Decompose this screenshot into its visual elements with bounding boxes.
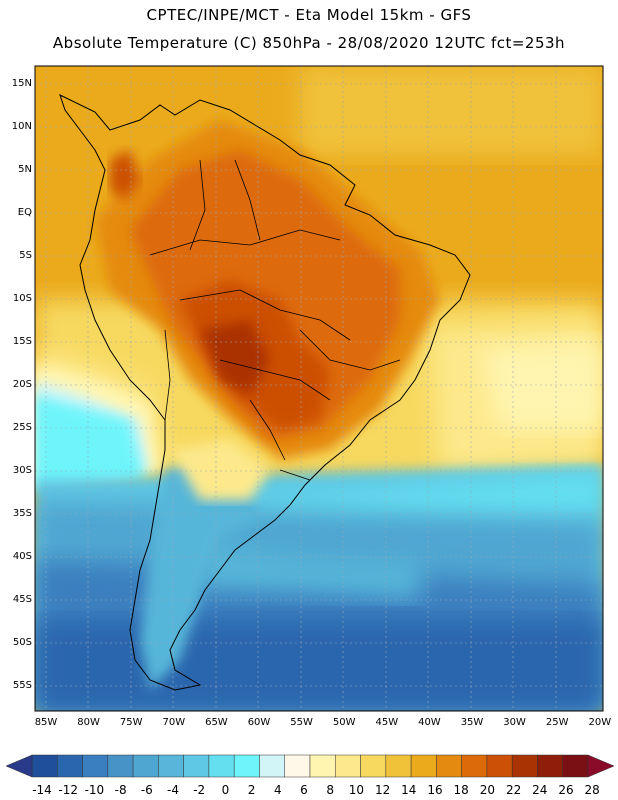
colorbar-label: 22 [505,783,522,797]
south-america-coastline [59,94,471,691]
colorbar-swatch [436,754,462,778]
latitude-label: 10S [12,293,32,304]
longitude-label: 65W [205,717,228,728]
colorbar-swatch [57,754,83,778]
colorbar-label: 18 [453,783,469,797]
map-title-line2: Absolute Temperature (C) 850hPa - 28/08/… [52,34,566,52]
latitude-label: 5S [19,250,32,261]
latitude-label: 55S [12,680,32,691]
colorbar-label: 10 [348,783,365,797]
colorbar-max-arrow [587,754,615,778]
colorbar-swatch [284,754,311,778]
colorbar-label: 20 [479,783,496,797]
colorbar-label: -10 [84,783,105,797]
colorbar-label: 6 [300,783,308,797]
colorbar-swatch [183,754,210,778]
colorbar-swatch [461,754,488,778]
colorbar-swatch [486,754,513,778]
colorbar-swatch [410,754,437,778]
country-borders [149,159,401,481]
colorbar-swatch [335,754,361,778]
colorbar-swatch [208,754,235,778]
latitude-label: 5N [18,164,32,175]
colorbar-min-arrow [5,754,33,778]
colorbar-label: -6 [140,783,153,797]
longitude-label: 40W [418,717,441,728]
longitude-label: 30W [503,717,526,728]
latitude-label: EQ [17,207,32,218]
colorbar-swatch [132,754,159,778]
latitude-label: 15N [11,78,32,89]
colorbar-label: 8 [326,783,334,797]
longitude-label: 85W [34,717,58,728]
longitude-label: 50W [332,717,356,728]
colorbar-label: 4 [273,783,282,797]
latitude-label: 35S [12,508,32,519]
latitude-label: 40S [12,551,32,562]
colorbar-label: -8 [114,783,127,797]
colorbar-swatch [511,754,538,778]
colorbar-label: -14 [32,783,52,797]
colorbar-label: -4 [167,783,179,797]
latitude-label: 30S [12,465,32,476]
colorbar-label: 0 [221,783,230,797]
longitude-label: 35W [460,717,484,728]
longitude-label: 45W [375,717,399,728]
colorbar-swatch [309,754,336,778]
colorbar-label: -12 [58,783,78,797]
longitude-label: 25W [545,717,569,728]
latitude-label: 25S [12,422,32,433]
colorbar-swatch [158,754,184,778]
colorbar-swatch [233,754,260,778]
colorbar-swatch [107,754,134,778]
longitude-label: 70W [162,717,186,728]
longitude-label: 60W [247,717,271,728]
temperature-field [35,66,603,711]
latitude-label: 45S [12,594,32,605]
latitude-label: 20S [12,379,32,390]
longitude-label: 20W [588,717,612,728]
colorbar [5,754,615,778]
colorbar-label: 24 [532,783,548,797]
longitude-label: 75W [119,717,143,728]
colorbar-swatch [259,754,285,778]
map-title-line1: CPTEC/INPE/MCT - Eta Model 15km - GFS [146,6,472,24]
colorbar-label: 2 [247,783,256,797]
colorbar-swatch [31,754,58,778]
colorbar-label: 28 [584,783,600,797]
colorbar-swatch [562,754,589,778]
colorbar-label: -2 [193,783,206,797]
latitude-label: 15S [12,336,32,347]
colorbar-label: 16 [427,783,443,797]
colorbar-label: 26 [558,783,574,797]
colorbar-label: 12 [374,783,391,797]
longitude-label: 80W [77,717,100,728]
colorbar-swatch [360,754,387,778]
colorbar-swatch [537,754,563,778]
longitude-label: 55W [290,717,313,728]
colorbar-label: 14 [401,783,417,797]
colorbar-swatch [82,754,109,778]
map-frame [34,65,604,712]
latitude-label: 50S [12,637,32,648]
latitude-label: 10N [11,121,32,132]
colorbar-swatch [385,754,412,778]
